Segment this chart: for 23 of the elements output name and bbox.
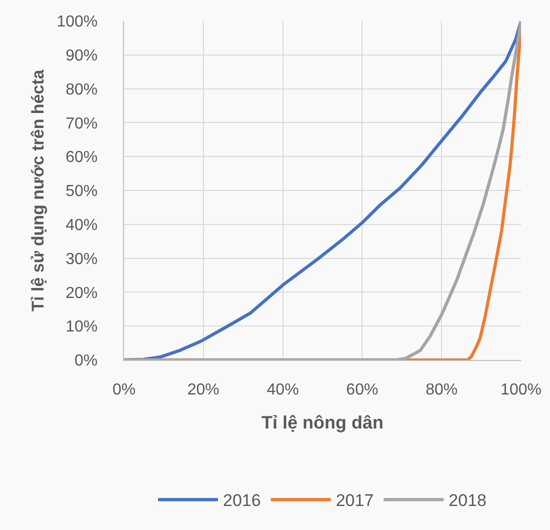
y-tick-label: 10% — [66, 318, 98, 336]
x-tick-label: 80% — [426, 381, 458, 398]
y-tick-label: 50% — [66, 183, 98, 200]
x-tick-label: 40% — [266, 381, 299, 398]
x-tick-label: 0% — [112, 381, 136, 398]
y-tick-label: 100% — [56, 14, 98, 31]
legend-label: 2017 — [336, 491, 374, 510]
x-tick-label: 60% — [346, 381, 378, 398]
y-tick-label: 30% — [66, 250, 98, 268]
y-tick-label: 20% — [66, 284, 98, 302]
x-axis-title: Tỉ lệ nông dân — [262, 412, 384, 432]
y-tick-label: 80% — [66, 81, 98, 98]
line-series — [124, 21, 521, 360]
legend-label: 2018 — [448, 491, 486, 510]
y-axis-title: Tỉ lệ sử dụng nước trên hécta — [28, 69, 48, 312]
y-tick-label: 70% — [66, 115, 98, 132]
y-tick-label: 0% — [74, 352, 98, 370]
x-tick-label: 20% — [187, 381, 220, 398]
y-tick-label: 60% — [66, 149, 98, 166]
x-tick-label: 100% — [500, 381, 542, 398]
legend-label: 2016 — [223, 491, 261, 510]
y-tick-label: 40% — [66, 217, 98, 234]
y-tick-label: 90% — [66, 48, 98, 64]
